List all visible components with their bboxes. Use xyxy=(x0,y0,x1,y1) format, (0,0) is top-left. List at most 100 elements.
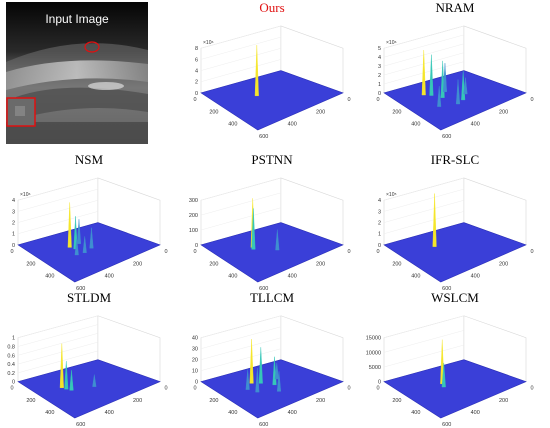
surface-peak xyxy=(437,86,442,107)
surface-peak xyxy=(429,54,434,96)
panel-ifr-slc: IFR-SLC 0 1 2 3 4 ×10⁵ 600 400 400 200 200 0 0 xyxy=(366,152,544,292)
surface-peak xyxy=(67,202,72,248)
x-tick-label: 400 xyxy=(288,274,297,280)
panel-title: NSM xyxy=(74,152,104,167)
surface-floor xyxy=(200,359,344,419)
panel-title: Ours xyxy=(259,0,285,15)
surface-peak xyxy=(255,368,260,393)
x-tick-label: 0 xyxy=(530,249,533,255)
y-tick-label: 0 xyxy=(193,249,196,255)
x-tick-label: 200 xyxy=(499,398,508,404)
y-tick-label: 400 xyxy=(45,274,54,280)
z-exponent-label: ×10⁶ xyxy=(203,40,214,46)
x-tick-label: 200 xyxy=(499,109,508,115)
z-tick-label: 300 xyxy=(189,198,198,204)
surface-peak xyxy=(254,45,259,97)
surface-peak xyxy=(275,229,280,251)
y-tick-label: 200 xyxy=(209,109,218,115)
surface-floor xyxy=(17,222,161,283)
surface-peak xyxy=(64,361,69,390)
y-tick-label: 0 xyxy=(10,386,13,392)
z-tick-label: 4 xyxy=(12,198,15,204)
x-tick-label: 0 xyxy=(530,97,533,103)
y-tick-label: 200 xyxy=(392,398,401,404)
surface-peak xyxy=(82,236,87,253)
surface-floor xyxy=(17,359,161,419)
z-tick-label: 0 xyxy=(195,243,198,249)
surface-floor xyxy=(383,222,527,283)
x-tick-label: 200 xyxy=(316,109,325,115)
x-tick-label: 600 xyxy=(259,134,268,140)
y-tick-label: 400 xyxy=(228,274,237,280)
x-tick-label: 400 xyxy=(288,122,297,128)
panel-title: PSTNN xyxy=(251,152,293,167)
y-tick-label: 200 xyxy=(392,109,401,115)
z-tick-label: 40 xyxy=(192,336,198,342)
panel-title: TLLCM xyxy=(249,290,295,305)
z-tick-label: 1 xyxy=(378,82,381,88)
x-tick-label: 600 xyxy=(76,422,85,428)
input-image-label: Input Image xyxy=(45,12,109,26)
y-tick-label: 0 xyxy=(10,249,13,255)
x-tick-label: 400 xyxy=(471,274,480,280)
y-tick-label: 200 xyxy=(209,398,218,404)
x-tick-label: 400 xyxy=(471,122,480,128)
x-tick-label: 200 xyxy=(316,261,325,267)
z-tick-label: 4 xyxy=(378,198,381,204)
z-tick-label: 0 xyxy=(378,91,381,97)
x-tick-label: 0 xyxy=(347,97,350,103)
z-tick-label: 15000 xyxy=(366,336,381,342)
z-exponent-label: ×10⁶ xyxy=(20,192,31,198)
y-tick-label: 400 xyxy=(228,122,237,128)
z-tick-label: 0.4 xyxy=(7,362,15,368)
z-tick-label: 3 xyxy=(378,209,381,215)
surface-peak xyxy=(69,370,74,391)
z-tick-label: 10000 xyxy=(366,350,381,356)
surface-peak xyxy=(92,374,97,387)
x-tick-label: 400 xyxy=(105,274,114,280)
x-tick-label: 200 xyxy=(133,261,142,267)
panel-stldm: STLDM 0 0.2 0.4 0.6 0.8 1 600 400 400 200 200 0 0 xyxy=(0,290,178,428)
surface-peak xyxy=(59,343,64,388)
surface-floor xyxy=(383,359,527,419)
z-tick-label: 4 xyxy=(378,55,381,61)
x-tick-label: 200 xyxy=(499,261,508,267)
z-tick-label: 2 xyxy=(12,221,15,227)
panel-title: IFR-SLC xyxy=(430,152,480,167)
z-tick-label: 0 xyxy=(378,380,381,386)
y-tick-label: 400 xyxy=(411,122,420,128)
surface-peak xyxy=(76,219,81,244)
panel-wslcm: WSLCM 0 5000 10000 15000 600 400 400 200 200 0 0 xyxy=(366,290,544,428)
y-tick-label: 0 xyxy=(376,97,379,103)
surface-peak xyxy=(274,362,279,380)
y-tick-label: 200 xyxy=(392,261,401,267)
z-tick-label: 5 xyxy=(378,46,381,52)
x-tick-label: 400 xyxy=(288,410,297,416)
y-tick-label: 200 xyxy=(26,261,35,267)
y-tick-label: 0 xyxy=(376,386,379,392)
z-tick-label: 2 xyxy=(378,73,381,79)
z-tick-label: 0 xyxy=(12,243,15,249)
z-tick-label: 0 xyxy=(12,380,15,386)
x-tick-label: 600 xyxy=(442,286,451,292)
y-tick-label: 0 xyxy=(376,249,379,255)
x-tick-label: 200 xyxy=(316,398,325,404)
surface-peak xyxy=(421,50,426,96)
y-tick-label: 400 xyxy=(228,410,237,416)
z-exponent-label: ×10⁶ xyxy=(386,40,397,46)
surface-peak xyxy=(258,347,263,384)
z-tick-label: 10 xyxy=(192,369,198,375)
z-tick-label: 2 xyxy=(378,221,381,227)
surface-peak xyxy=(251,208,256,250)
surface-peak xyxy=(249,339,254,384)
z-tick-label: 8 xyxy=(195,46,198,52)
z-tick-label: 20 xyxy=(192,358,198,364)
x-tick-label: 0 xyxy=(164,386,167,392)
surface-peak xyxy=(74,238,79,256)
